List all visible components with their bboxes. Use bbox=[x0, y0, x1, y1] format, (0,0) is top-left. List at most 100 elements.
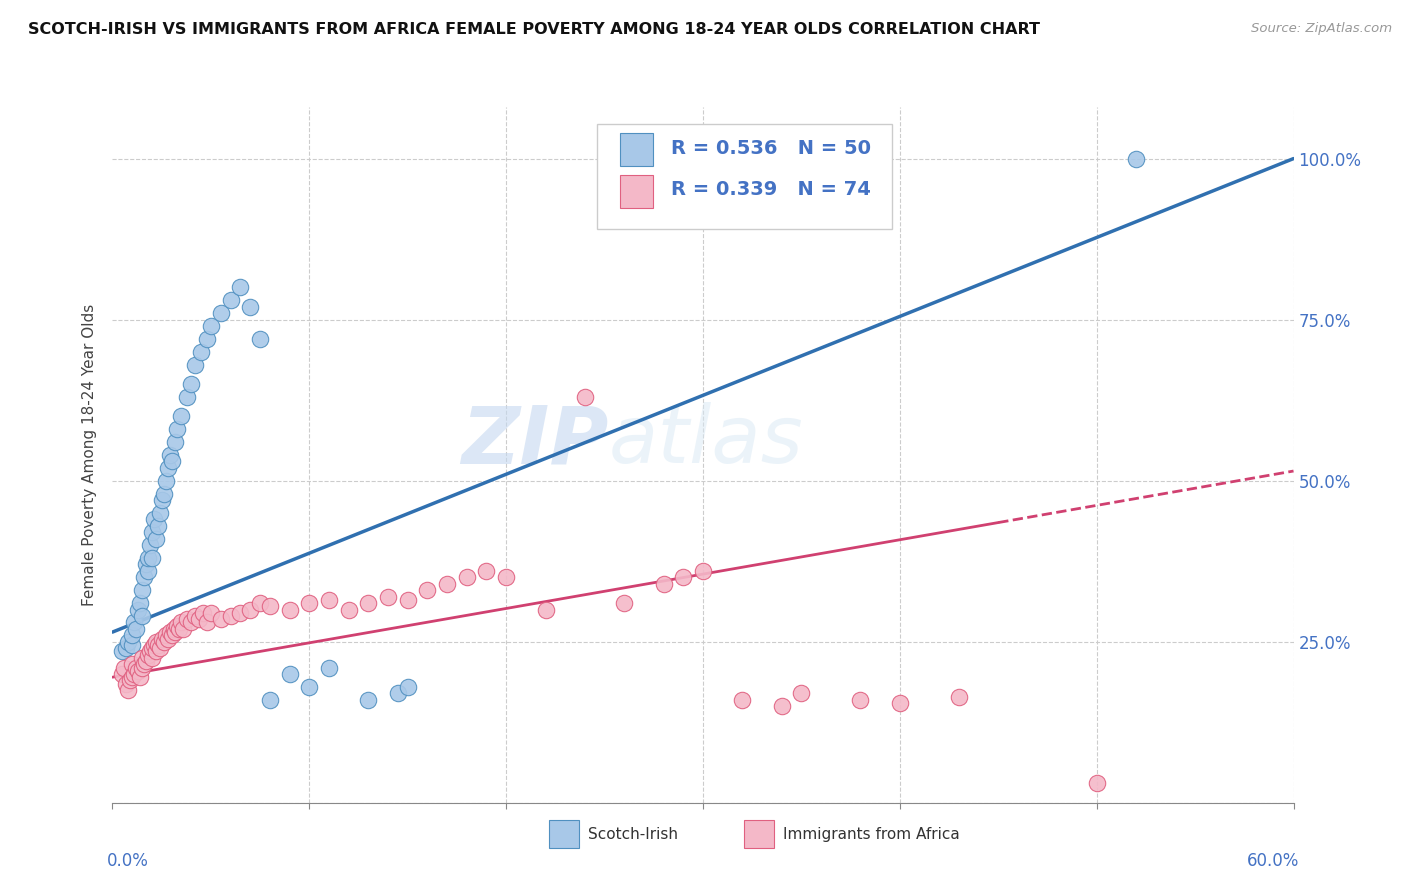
Point bbox=[117, 634, 139, 648]
Point bbox=[574, 390, 596, 404]
Point bbox=[770, 699, 793, 714]
Y-axis label: Female Poverty Among 18-24 Year Olds: Female Poverty Among 18-24 Year Olds bbox=[82, 304, 97, 606]
Point bbox=[165, 625, 187, 640]
Point bbox=[142, 638, 165, 652]
Point bbox=[219, 293, 242, 308]
Point bbox=[141, 651, 163, 665]
Point bbox=[652, 576, 675, 591]
Text: Scotch-Irish: Scotch-Irish bbox=[589, 827, 679, 842]
Point bbox=[122, 615, 145, 630]
Point bbox=[149, 506, 172, 520]
Point bbox=[731, 692, 754, 706]
Point bbox=[155, 474, 177, 488]
Point bbox=[377, 590, 399, 604]
Point bbox=[170, 615, 193, 630]
Point bbox=[141, 641, 163, 656]
Point bbox=[298, 680, 321, 694]
Point bbox=[135, 654, 157, 668]
Point bbox=[790, 686, 813, 700]
Point bbox=[129, 596, 152, 610]
Text: 0.0%: 0.0% bbox=[107, 852, 149, 870]
Point bbox=[131, 651, 153, 665]
Point bbox=[191, 606, 214, 620]
Point bbox=[184, 609, 207, 624]
Point bbox=[180, 377, 202, 392]
Point bbox=[152, 634, 174, 648]
Text: R = 0.339   N = 74: R = 0.339 N = 74 bbox=[671, 180, 870, 199]
Point bbox=[188, 612, 211, 626]
Point bbox=[152, 486, 174, 500]
Point bbox=[146, 518, 169, 533]
Point bbox=[166, 422, 188, 436]
Point bbox=[159, 448, 181, 462]
Point bbox=[318, 660, 340, 674]
Point bbox=[239, 300, 262, 314]
Point bbox=[184, 358, 207, 372]
Point bbox=[129, 670, 152, 684]
Point bbox=[159, 625, 181, 640]
Point bbox=[142, 512, 165, 526]
Text: R = 0.536   N = 50: R = 0.536 N = 50 bbox=[671, 138, 872, 158]
Point bbox=[139, 538, 162, 552]
Text: Source: ZipAtlas.com: Source: ZipAtlas.com bbox=[1251, 22, 1392, 36]
Point bbox=[229, 606, 252, 620]
Point bbox=[849, 692, 872, 706]
Point bbox=[121, 670, 143, 684]
Point bbox=[139, 644, 162, 658]
Point bbox=[146, 638, 169, 652]
Point bbox=[141, 551, 163, 566]
Point bbox=[117, 683, 139, 698]
Point bbox=[396, 592, 419, 607]
Point bbox=[170, 409, 193, 424]
Point bbox=[495, 570, 517, 584]
Point bbox=[692, 564, 714, 578]
Point bbox=[534, 602, 557, 616]
Point bbox=[141, 525, 163, 540]
Point bbox=[127, 664, 149, 678]
Point bbox=[136, 648, 159, 662]
Point bbox=[200, 606, 222, 620]
Point bbox=[135, 558, 157, 572]
Point bbox=[145, 532, 167, 546]
Point bbox=[111, 667, 134, 681]
Point bbox=[209, 612, 232, 626]
Point bbox=[136, 551, 159, 566]
Point bbox=[115, 641, 138, 656]
Point bbox=[278, 602, 301, 616]
Point bbox=[136, 564, 159, 578]
Point bbox=[166, 618, 188, 632]
Point bbox=[357, 596, 380, 610]
Point bbox=[436, 576, 458, 591]
Point bbox=[200, 319, 222, 334]
Point bbox=[156, 632, 179, 646]
Point bbox=[1085, 776, 1108, 790]
Point bbox=[115, 676, 138, 690]
Point bbox=[176, 612, 198, 626]
Point bbox=[125, 660, 148, 674]
Point bbox=[229, 280, 252, 294]
Point bbox=[155, 628, 177, 642]
Point bbox=[131, 609, 153, 624]
Point bbox=[278, 667, 301, 681]
Point bbox=[259, 599, 281, 614]
Point bbox=[131, 583, 153, 598]
Point bbox=[176, 390, 198, 404]
Bar bbox=[620, 175, 654, 208]
Point bbox=[249, 332, 271, 346]
Text: atlas: atlas bbox=[609, 402, 803, 480]
Point bbox=[121, 628, 143, 642]
Point bbox=[475, 564, 498, 578]
Point bbox=[145, 634, 167, 648]
Point bbox=[239, 602, 262, 616]
Point bbox=[456, 570, 478, 584]
Point bbox=[1125, 152, 1147, 166]
Point bbox=[160, 628, 183, 642]
Point bbox=[127, 602, 149, 616]
Bar bbox=[550, 821, 579, 848]
Point bbox=[111, 644, 134, 658]
Point bbox=[132, 657, 155, 672]
Point bbox=[298, 596, 321, 610]
Point bbox=[219, 609, 242, 624]
Point bbox=[259, 692, 281, 706]
Point bbox=[121, 638, 143, 652]
